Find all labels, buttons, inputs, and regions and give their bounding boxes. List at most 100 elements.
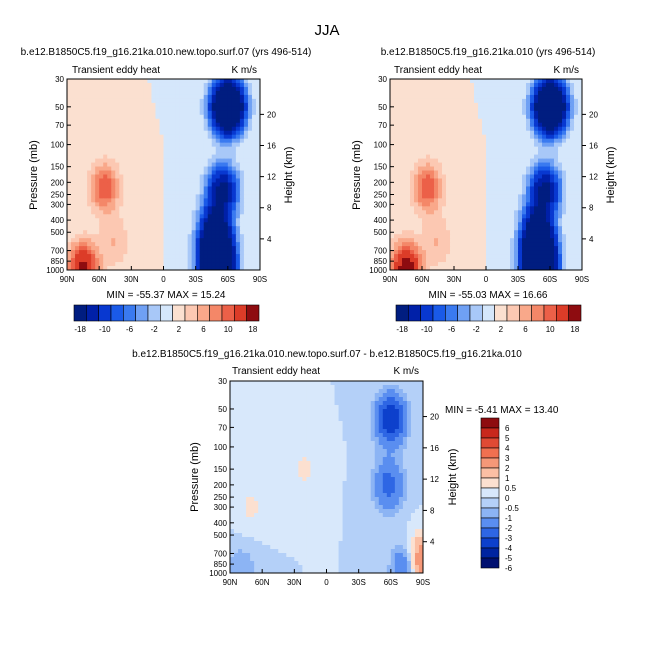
heatmap-cell: [83, 238, 88, 243]
heatmap-cell: [87, 126, 92, 132]
heatmap-cell: [235, 262, 241, 267]
heatmap-cell: [163, 254, 169, 259]
heatmap-cell: [127, 142, 132, 148]
heatmap-cell: [486, 114, 491, 120]
heatmap-cell: [231, 178, 237, 184]
heatmap-cell: [127, 130, 132, 136]
heatmap-cell: [159, 254, 165, 259]
heatmap-cell: [179, 246, 185, 251]
heatmap-cell: [211, 79, 217, 84]
heatmap-cell: [171, 254, 177, 259]
heatmap-cell: [243, 234, 249, 239]
heatmap-cell: [231, 226, 237, 231]
heatmap-cell: [203, 106, 209, 112]
heatmap-cell: [243, 186, 249, 192]
heatmap-cell: [195, 194, 201, 199]
heatmap-cell: [151, 150, 157, 156]
heatmap-cell: [490, 106, 495, 112]
heatmap-cell: [139, 114, 144, 120]
heatmap-cell: [578, 202, 582, 207]
heatmap-cell: [119, 242, 124, 247]
y-tick-label: 300: [374, 200, 388, 209]
heatmap-cell: [147, 198, 153, 203]
heatmap-cell: [566, 250, 571, 255]
heatmap-cell: [542, 190, 547, 195]
heatmap-cell: [562, 254, 567, 259]
heatmap-cell: [474, 238, 479, 243]
heatmap-cell: [490, 102, 495, 108]
heatmap-cell: [135, 110, 140, 116]
heatmap-cell: [199, 90, 205, 96]
heatmap-cell: [534, 114, 539, 120]
heatmap-cell: [143, 194, 149, 199]
heatmap-cell: [258, 389, 263, 394]
heatmap-cell: [215, 90, 221, 96]
heatmap-cell: [562, 106, 567, 112]
heatmap-cell: [510, 202, 515, 207]
heatmap-cell: [566, 222, 571, 227]
heatmap-cell: [262, 397, 267, 402]
heatmap-cell: [478, 106, 483, 112]
heatmap-cell: [235, 94, 241, 100]
heatmap-cell: [414, 393, 420, 398]
heatmap-cell: [159, 79, 165, 84]
heatmap-cell: [398, 90, 403, 96]
heatmap-cell: [111, 266, 116, 270]
heatmap-cell: [546, 194, 551, 199]
heatmap-cell: [255, 198, 260, 203]
heatmap-cell: [534, 94, 539, 100]
heatmap-cell: [187, 110, 193, 116]
heatmap-cell: [546, 122, 551, 128]
heatmap-cell: [442, 94, 447, 100]
heatmap-cell: [79, 134, 84, 140]
heatmap-cell: [91, 98, 96, 104]
heatmap-cell: [99, 206, 104, 211]
heatmap-cell: [119, 206, 124, 211]
heatmap-cell: [235, 230, 241, 235]
heatmap-cell: [522, 126, 527, 132]
panel-left-label: Transient eddy heat: [232, 366, 320, 377]
heatmap-cell: [446, 162, 451, 168]
heatmap-cell: [526, 134, 531, 140]
heatmap-cell: [522, 154, 527, 160]
heatmap-cell: [191, 118, 197, 124]
heatmap-cell: [266, 385, 271, 390]
heatmap-cell: [247, 218, 253, 223]
heatmap-cell: [482, 114, 487, 120]
heatmap-cell: [574, 142, 579, 148]
heatmap-cell: [438, 226, 443, 231]
heatmap-cell: [175, 126, 181, 132]
heatmap-cell: [243, 106, 249, 112]
heatmap-cell: [139, 206, 144, 211]
heatmap-cell: [402, 182, 407, 188]
heatmap-cell: [526, 246, 531, 251]
heatmap-cell: [402, 393, 408, 398]
heatmap-cell: [139, 98, 144, 104]
heatmap-cell: [538, 178, 543, 184]
heatmap-cell: [342, 389, 348, 394]
heatmap-cell: [111, 238, 116, 243]
heatmap-cell: [147, 134, 153, 140]
heatmap-cell: [558, 162, 563, 168]
heatmap-cell: [211, 170, 217, 176]
heatmap-cell: [99, 254, 104, 259]
heatmap-cell: [199, 150, 205, 156]
heatmap-cell: [151, 166, 157, 172]
heatmap-cell: [111, 218, 116, 223]
heatmap-cell: [426, 146, 431, 152]
heatmap-cell: [203, 142, 209, 148]
heatmap-cell: [414, 206, 419, 211]
heatmap-cell: [438, 218, 443, 223]
heatmap-cell: [550, 206, 555, 211]
heatmap-cell: [131, 218, 136, 223]
heatmap-cell: [147, 202, 153, 207]
heatmap-cell: [578, 90, 582, 96]
heatmap-cell: [474, 178, 479, 184]
heatmap-cell: [195, 190, 201, 195]
heatmap-cell: [167, 170, 173, 176]
heatmap-cell: [159, 198, 165, 203]
heatmap-cell: [71, 230, 76, 235]
heatmap-cell: [191, 106, 197, 112]
heatmap-cell: [414, 90, 419, 96]
heatmap-cell: [195, 130, 201, 136]
